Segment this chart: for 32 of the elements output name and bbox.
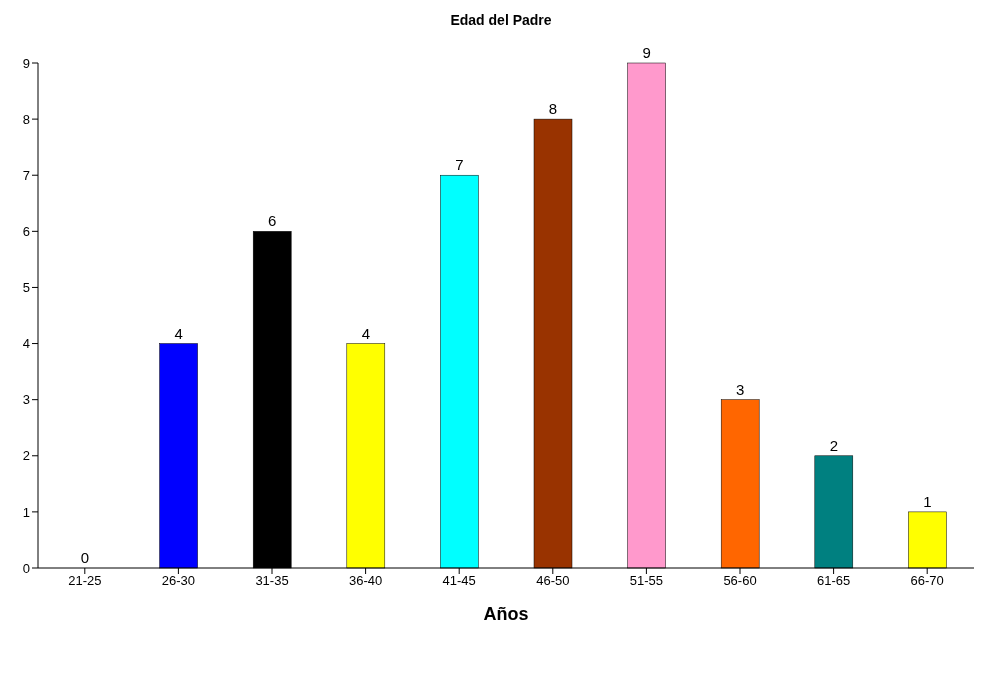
x-tick-label: 61-65 <box>816 573 851 589</box>
data-label: 9 <box>642 44 651 61</box>
y-tick-label: 3 <box>22 392 30 408</box>
x-tick-label: 26-30 <box>161 573 196 589</box>
y-tick-label: 6 <box>22 223 30 239</box>
data-label: 1 <box>923 492 932 510</box>
chart-title: Edad del Padre <box>449 12 553 30</box>
y-tick-label: 4 <box>22 336 30 352</box>
x-tick-label: 41-45 <box>442 573 476 589</box>
data-label: 8 <box>548 100 558 118</box>
data-label: 4 <box>174 324 183 342</box>
data-label: 2 <box>829 436 838 454</box>
y-tick-label: 0 <box>22 560 30 576</box>
x-tick-label: 31-35 <box>255 573 289 589</box>
data-label: 3 <box>736 380 745 398</box>
y-tick-label: 1 <box>22 504 30 520</box>
x-tick-label: 36-40 <box>348 573 383 589</box>
x-axis-title: Años <box>483 604 529 624</box>
x-tick-label: 51-55 <box>629 573 664 589</box>
x-tick-label: 21-25 <box>68 573 102 589</box>
y-tick-label: 5 <box>22 280 30 296</box>
y-tick-label: 2 <box>22 448 30 464</box>
y-tick-label: 7 <box>22 167 30 183</box>
y-tick-label: 9 <box>22 55 30 71</box>
x-tick-label: 66-70 <box>910 573 944 589</box>
data-label: 4 <box>361 324 370 342</box>
data-label: 0 <box>80 549 90 566</box>
data-label: 7 <box>455 156 464 174</box>
x-tick-label: 56-60 <box>723 573 757 589</box>
y-tick-label: 8 <box>22 111 30 127</box>
x-tick-label: 46-50 <box>536 573 570 589</box>
data-label: 6 <box>268 212 277 230</box>
